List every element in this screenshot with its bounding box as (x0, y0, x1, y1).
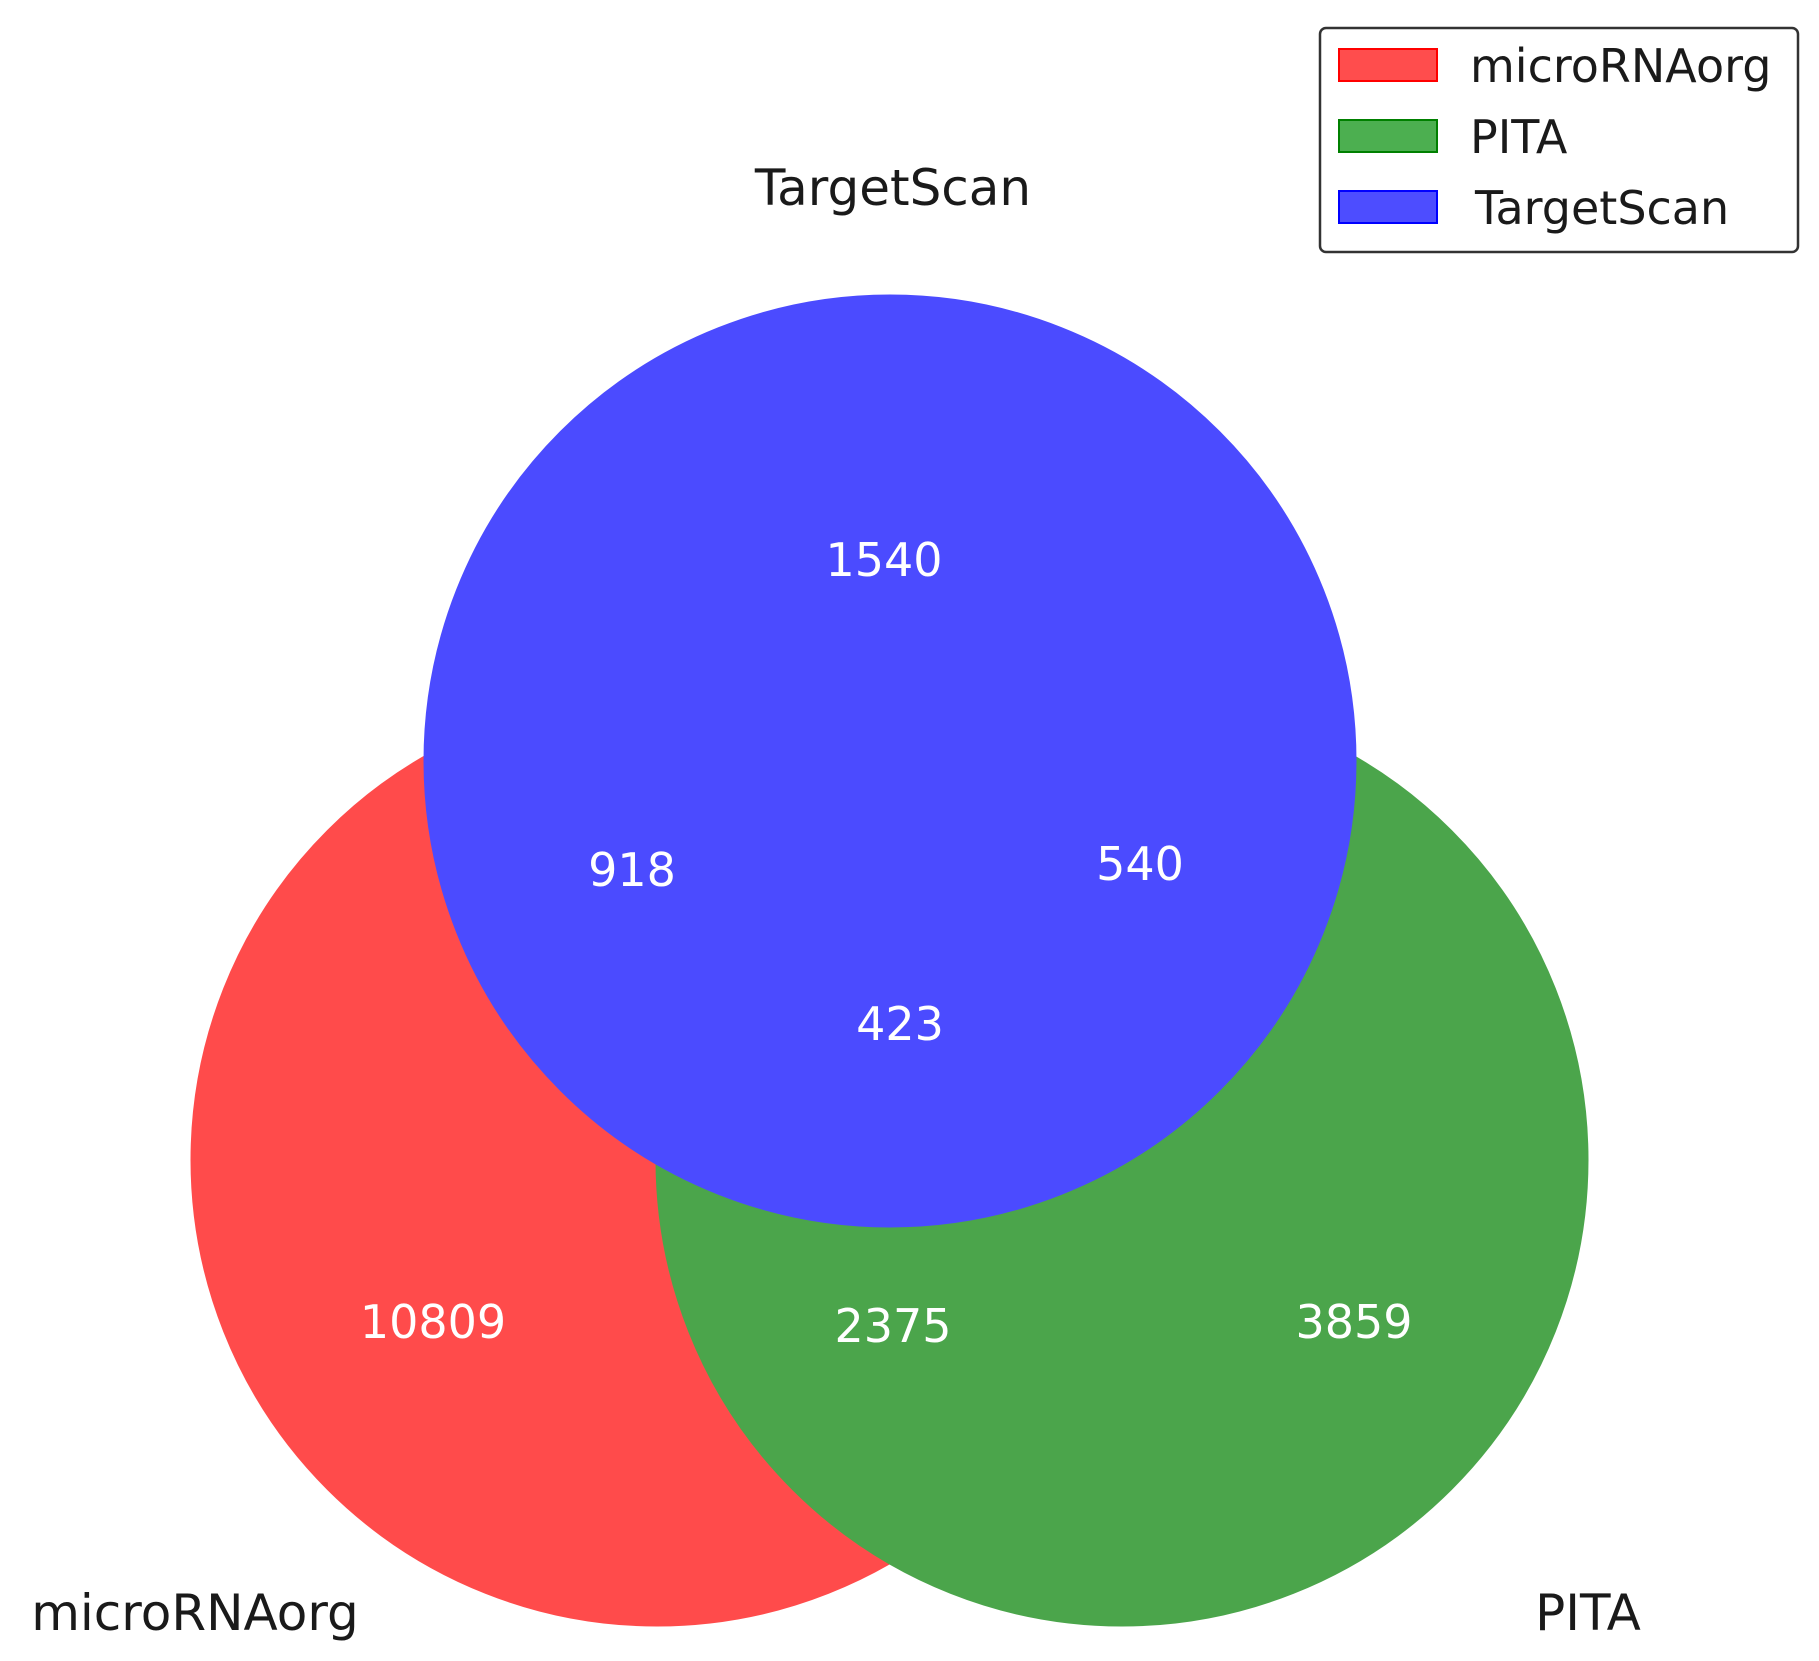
legend-label-TargetScan: TargetScan (1474, 181, 1729, 235)
legend-swatch-microRNAorg (1338, 48, 1438, 82)
count-microRNAorg-TargetScan: 918 (588, 843, 676, 897)
set-label-microRNAorg: microRNAorg (31, 1584, 359, 1642)
legend-swatch-PITA (1338, 119, 1438, 153)
count-TargetScan-only: 1540 (825, 533, 942, 587)
legend: microRNAorg PITA TargetScan (1318, 26, 1800, 254)
count-all-three: 423 (856, 997, 944, 1051)
legend-label-PITA: PITA (1470, 110, 1568, 164)
count-PITA-only: 3859 (1295, 1295, 1412, 1349)
count-PITA-TargetScan: 540 (1096, 837, 1184, 891)
legend-swatch-TargetScan (1338, 190, 1438, 224)
legend-label-microRNAorg: microRNAorg (1470, 39, 1771, 93)
set-label-TargetScan: TargetScan (754, 159, 1031, 217)
count-microRNAorg-PITA: 2375 (834, 1299, 951, 1353)
venn-circles (190, 294, 1589, 1627)
count-microRNAorg-only: 10809 (360, 1295, 506, 1349)
legend-box (1318, 26, 1800, 254)
circle-TargetScan (423, 294, 1357, 1228)
set-label-PITA: PITA (1535, 1584, 1641, 1642)
